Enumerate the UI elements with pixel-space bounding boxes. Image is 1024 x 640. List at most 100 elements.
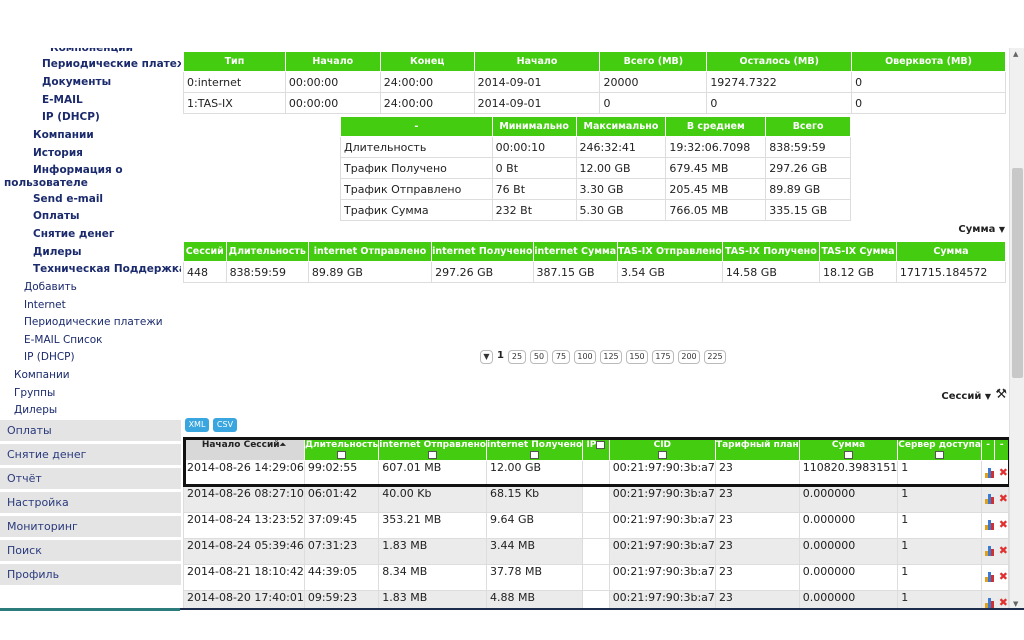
sidebar-category[interactable]: Поиск — [0, 540, 181, 562]
column-header: Всего (MB) — [599, 51, 708, 72]
sidebar-category[interactable]: Снятие денег — [0, 444, 181, 466]
column-filter-checkbox[interactable] — [657, 450, 667, 459]
column-header[interactable]: Начало Сессий ⏶ — [183, 438, 305, 461]
scroll-thumb[interactable] — [1012, 168, 1023, 378]
row-actions: ✖ — [980, 460, 1009, 487]
summary-dropdown[interactable]: Сумма ▼ — [958, 224, 1005, 235]
delete-icon[interactable]: ✖ — [994, 492, 1008, 505]
sidebar-item[interactable]: Периодические платежи — [42, 58, 181, 70]
sidebar-item[interactable]: Периодические платежи — [24, 316, 163, 328]
page-size-option[interactable]: 225 — [704, 350, 726, 364]
column-header[interactable]: internet Получено — [485, 438, 584, 461]
column-filter-checkbox[interactable] — [843, 450, 853, 459]
sidebar-item[interactable]: История — [33, 147, 83, 159]
table-cell: 1.83 MB — [378, 538, 487, 565]
table-row[interactable]: 2014-08-24 13:23:52 37:09:45 353.21 MB 9.64… — [183, 512, 1009, 539]
page-size-option[interactable]: 150 — [626, 350, 648, 364]
column-header: TAS-IX Получено — [721, 241, 821, 262]
sidebar-item[interactable]: Internet — [24, 299, 66, 311]
table-cell: 0 Bt — [491, 157, 577, 179]
sidebar-item[interactable]: Компоненции — [50, 48, 133, 54]
sidebar-item[interactable]: Компании — [14, 369, 70, 381]
sidebar-item[interactable]: Группы — [14, 387, 56, 399]
column-header-label: Сервер доступа — [898, 440, 981, 450]
sidebar-item[interactable]: E-MAIL Список — [24, 334, 103, 346]
sidebar-item[interactable]: IP (DHCP) — [42, 111, 100, 123]
table-cell: 23 — [714, 564, 800, 591]
bar-chart-icon[interactable] — [984, 546, 995, 556]
table-cell: 07:31:23 — [303, 538, 380, 565]
column-filter-checkbox[interactable] — [596, 440, 606, 449]
sidebar-category[interactable]: Оплаты — [0, 420, 181, 442]
sidebar-item[interactable]: Техническая Поддержка — [33, 263, 181, 275]
sidebar-item[interactable]: E-MAIL — [42, 94, 83, 106]
sidebar-item[interactable]: Информация о — [33, 164, 123, 176]
page-size-option[interactable]: 175 — [652, 350, 674, 364]
vertical-scrollbar[interactable]: ▲ ▼ — [1009, 48, 1024, 610]
row-actions: ✖ — [980, 564, 1009, 591]
scroll-up-icon[interactable]: ▲ — [1013, 50, 1019, 58]
table-cell: 8.34 MB — [378, 564, 487, 591]
sidebar-item[interactable]: Дилеры — [14, 404, 58, 416]
column-header[interactable]: Сумма — [798, 438, 899, 461]
bar-chart-icon[interactable] — [984, 598, 995, 608]
table-row[interactable]: 2014-08-20 17:40:01 09:59:23 1.83 MB 4.88 M… — [183, 590, 1009, 610]
sidebar-item[interactable]: Дилеры — [33, 246, 82, 258]
delete-icon[interactable]: ✖ — [994, 596, 1008, 609]
page-size-option[interactable]: 50 — [530, 350, 548, 364]
page-size-chevron-icon[interactable]: ▼ — [480, 350, 493, 364]
sidebar-category[interactable]: Настройка — [0, 492, 181, 514]
delete-icon[interactable]: ✖ — [994, 466, 1008, 479]
table-row[interactable]: 2014-08-26 08:27:10 06:01:42 40.00 Kb 68.15… — [183, 486, 1009, 513]
column-header[interactable]: Сервер доступа — [897, 438, 982, 461]
csv-export-button[interactable]: CSV — [213, 418, 237, 432]
sidebar-category[interactable]: Мониторинг — [0, 516, 181, 538]
column-header-label: internet Получено — [486, 440, 583, 450]
page-size-option[interactable]: 125 — [600, 350, 622, 364]
column-header: internet Отправлено — [307, 241, 433, 262]
column-filter-checkbox[interactable] — [428, 450, 438, 459]
table-cell: 89.89 GB — [307, 261, 433, 283]
column-filter-checkbox[interactable] — [337, 450, 347, 459]
stats-table: - Минимально Максимально В среднем Всего Дли… — [340, 116, 851, 221]
bar-chart-icon[interactable] — [984, 520, 995, 530]
column-filter-checkbox[interactable] — [935, 450, 945, 459]
column-header-label: CID — [653, 440, 672, 450]
bar-chart-icon[interactable] — [984, 468, 995, 478]
page-size-option[interactable]: 100 — [574, 350, 596, 364]
table-cell: 1 — [897, 460, 982, 487]
sidebar-item[interactable]: Добавить — [24, 281, 77, 293]
column-filter-checkbox[interactable] — [530, 450, 540, 459]
bar-chart-icon[interactable] — [984, 572, 995, 582]
scroll-down-icon[interactable]: ▼ — [1013, 600, 1019, 608]
sidebar-item[interactable]: IP (DHCP) — [24, 351, 75, 363]
sidebar-item[interactable]: пользователе — [4, 177, 88, 189]
column-header[interactable]: - — [980, 438, 996, 461]
table-cell: 1 — [897, 486, 982, 513]
xml-export-button[interactable]: XML — [185, 418, 209, 432]
column-header-label: Тарифный план — [715, 440, 799, 450]
settings-wrench-icon[interactable]: ⚒ — [995, 387, 1007, 402]
sidebar-item[interactable]: Send e-mail — [33, 193, 104, 205]
column-header-label: - — [414, 121, 419, 132]
delete-icon[interactable]: ✖ — [994, 518, 1008, 531]
table-row[interactable]: 2014-08-24 05:39:46 07:31:23 1.83 MB 3.44 M… — [183, 538, 1009, 565]
table-row: 448 838:59:59 89.89 GB 297.26 GB 387.15 GB 3.… — [183, 261, 1007, 283]
sidebar-item[interactable]: Снятие денег — [33, 228, 115, 240]
sidebar-item[interactable]: Документы — [42, 76, 112, 88]
sidebar-item[interactable]: Оплаты — [33, 210, 80, 222]
table-cell — [582, 564, 610, 591]
table-row[interactable]: 2014-08-21 18:10:42 44:39:05 8.34 MB 37.78 … — [183, 564, 1009, 591]
sidebar-item[interactable]: Компании — [33, 129, 94, 141]
sidebar-category[interactable]: Отчёт — [0, 468, 181, 490]
bar-chart-icon[interactable] — [984, 494, 995, 504]
sessions-dropdown[interactable]: Сессий ▼ — [941, 391, 991, 402]
delete-icon[interactable]: ✖ — [994, 544, 1008, 557]
page-size-option[interactable]: 25 — [508, 350, 526, 364]
page-size-option[interactable]: 75 — [552, 350, 570, 364]
sort-ascending-icon[interactable]: ⏶ — [279, 440, 286, 449]
delete-icon[interactable]: ✖ — [994, 570, 1008, 583]
sidebar-category[interactable]: Профиль — [0, 564, 181, 586]
page-size-option[interactable]: 200 — [678, 350, 700, 364]
table-row[interactable]: 2014-08-26 14:29:06 99:02:55 607.01 MB 12.0… — [183, 460, 1009, 487]
